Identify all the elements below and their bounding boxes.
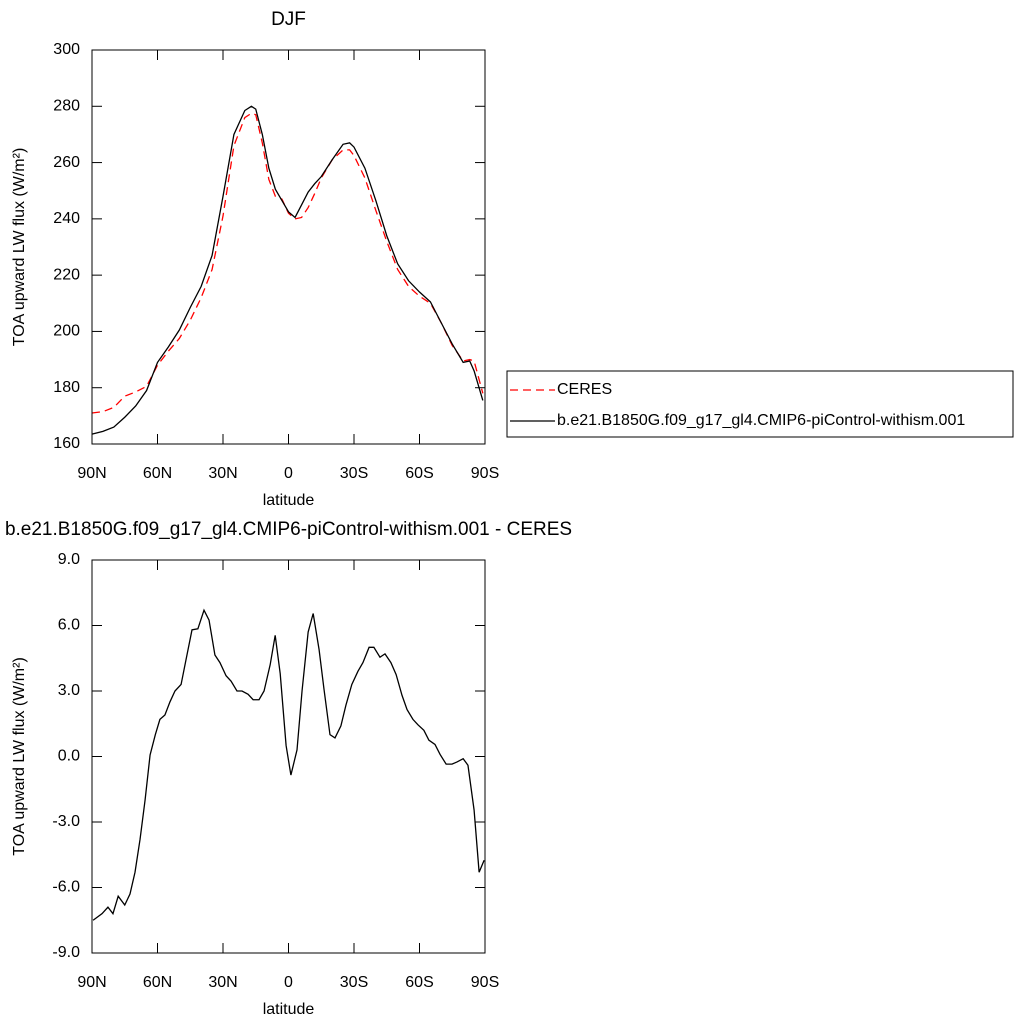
x-axis-label: latitude [263,1001,315,1018]
y-tick-label: 240 [53,210,80,227]
x-tick-label: 60S [405,974,433,991]
x-tick-label: 30N [208,974,237,991]
y-axis-label: TOA upward LW flux (W/m²) [11,657,28,856]
y-tick-label: -6.0 [52,879,80,896]
y-tick-label: 9.0 [58,551,80,568]
x-axis-label: latitude [263,492,315,509]
legend-label: CERES [557,381,612,398]
plot-frame [91,49,486,445]
y-tick-label: 280 [53,98,80,115]
chart-title: DJF [271,9,306,30]
y-tick-label: 260 [53,154,80,171]
y-tick-label: -3.0 [52,813,80,830]
x-tick-label: 90S [471,974,499,991]
y-tick-label: 180 [53,379,80,396]
data-line [91,112,484,414]
x-tick-label: 60N [143,465,172,482]
x-tick-label: 0 [284,465,293,482]
data-line [92,608,485,921]
legend-label: b.e21.B1850G.f09_g17_gl4.CMIP6-piControl… [557,412,965,429]
chart-title: b.e21.B1850G.f09_g17_gl4.CMIP6-piControl… [5,519,572,540]
y-tick-label: 6.0 [58,617,80,634]
y-tick-label: 300 [53,41,80,58]
x-tick-label: 60N [143,974,172,991]
y-axis-label: TOA upward LW flux (W/m²) [11,148,28,347]
x-tick-label: 90S [471,465,499,482]
x-tick-label: 30N [208,465,237,482]
legend-box [506,370,1014,438]
y-tick-label: 200 [53,323,80,340]
y-tick-label: 0.0 [58,748,80,765]
data-line [91,105,484,435]
y-tick-label: 220 [53,266,80,283]
y-tick-label: 3.0 [58,682,80,699]
plot-frame [91,559,486,954]
x-tick-label: 0 [284,974,293,991]
y-tick-label: -9.0 [52,944,80,961]
x-tick-label: 30S [340,465,368,482]
x-tick-label: 60S [405,465,433,482]
x-tick-label: 90N [77,974,106,991]
x-tick-label: 30S [340,974,368,991]
y-tick-label: 160 [53,435,80,452]
x-tick-label: 90N [77,465,106,482]
